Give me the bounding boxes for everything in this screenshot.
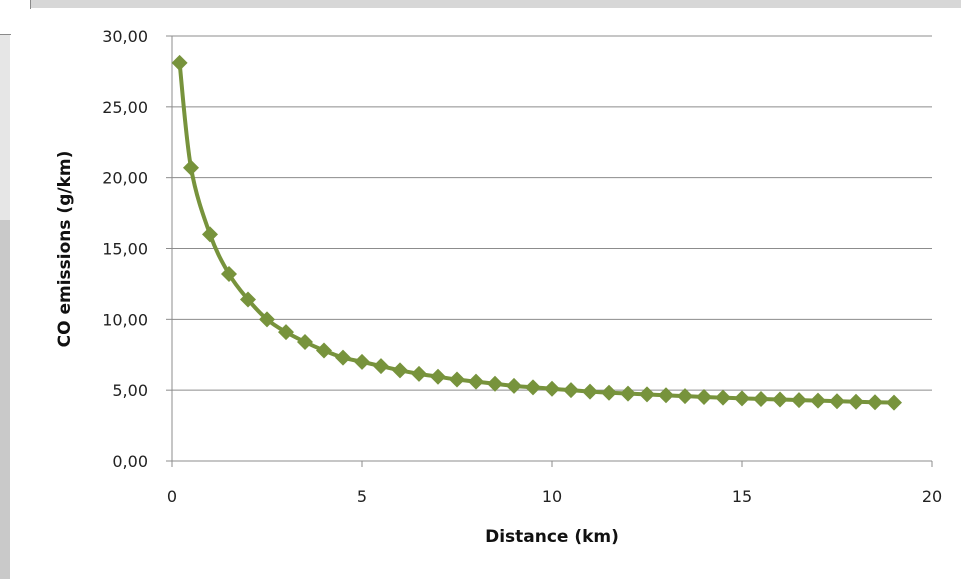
x-tick-label: 15 bbox=[732, 487, 752, 506]
y-tick-label: 10,00 bbox=[102, 310, 148, 329]
series-line bbox=[177, 60, 896, 405]
data-point-diamond bbox=[240, 291, 256, 308]
window-frame-left-edge bbox=[0, 34, 11, 35]
data-point-diamond bbox=[734, 390, 750, 407]
data-point-diamond bbox=[848, 393, 864, 410]
data-point-diamond bbox=[791, 392, 807, 409]
series-co-emissions bbox=[171, 54, 902, 411]
window-frame-top-edge bbox=[30, 0, 31, 9]
data-point-diamond bbox=[772, 391, 788, 408]
y-tick-label: 5,00 bbox=[112, 381, 148, 400]
data-point-diamond bbox=[354, 353, 370, 370]
data-point-diamond bbox=[677, 388, 693, 405]
data-point-diamond bbox=[829, 393, 845, 410]
data-point-diamond bbox=[430, 368, 446, 385]
y-tick-label: 20,00 bbox=[102, 169, 148, 188]
data-point-diamond bbox=[620, 385, 636, 402]
data-point-diamond bbox=[810, 392, 826, 409]
window-frame-left bbox=[0, 35, 10, 579]
data-point-diamond bbox=[183, 159, 199, 176]
data-point-diamond bbox=[544, 380, 560, 397]
y-axis-title: CO emissions (g/km) bbox=[55, 151, 75, 348]
y-tick-label: 30,00 bbox=[102, 27, 148, 46]
data-point-diamond bbox=[316, 342, 332, 359]
x-tick-label: 0 bbox=[167, 487, 177, 506]
data-point-diamond bbox=[449, 371, 465, 388]
data-point-diamond bbox=[202, 226, 218, 243]
data-point-diamond bbox=[715, 389, 731, 406]
data-point-diamond bbox=[411, 365, 427, 382]
y-tick-label: 15,00 bbox=[102, 240, 148, 259]
x-axis-ticks: 0 5 10 15 20 bbox=[167, 461, 942, 506]
data-point-diamond bbox=[867, 394, 883, 411]
x-axis-title: Distance (km) bbox=[485, 527, 619, 547]
x-tick-label: 20 bbox=[922, 487, 942, 506]
y-axis-ticks: 0,00 5,00 10,00 15,00 20,00 25,00 30,00 bbox=[102, 27, 172, 471]
data-point-diamond bbox=[335, 349, 351, 366]
data-point-diamond bbox=[639, 386, 655, 403]
y-tick-label: 25,00 bbox=[102, 98, 148, 117]
data-point-diamond bbox=[468, 373, 484, 390]
data-point-diamond bbox=[373, 358, 389, 375]
x-tick-label: 10 bbox=[542, 487, 562, 506]
x-tick-label: 5 bbox=[357, 487, 367, 506]
data-point-diamond bbox=[221, 266, 237, 282]
data-point-diamond bbox=[696, 388, 712, 405]
window-frame-left-shade bbox=[0, 35, 10, 220]
data-point-diamond bbox=[171, 54, 188, 71]
data-point-diamond bbox=[563, 382, 579, 399]
data-point-diamond bbox=[392, 362, 408, 379]
data-point-diamond bbox=[601, 384, 617, 401]
data-point-diamond bbox=[582, 383, 598, 400]
data-point-diamond bbox=[297, 334, 313, 350]
data-point-diamond bbox=[658, 387, 674, 404]
data-point-diamond bbox=[278, 324, 294, 341]
window-frame-top bbox=[30, 0, 961, 8]
data-point-diamond bbox=[487, 375, 503, 392]
data-point-diamond bbox=[753, 390, 769, 407]
data-point-diamond bbox=[259, 311, 275, 328]
data-point-diamond bbox=[886, 394, 902, 411]
y-tick-label: 0,00 bbox=[112, 452, 148, 471]
data-point-diamond bbox=[525, 379, 541, 396]
data-point-diamond bbox=[506, 377, 522, 394]
